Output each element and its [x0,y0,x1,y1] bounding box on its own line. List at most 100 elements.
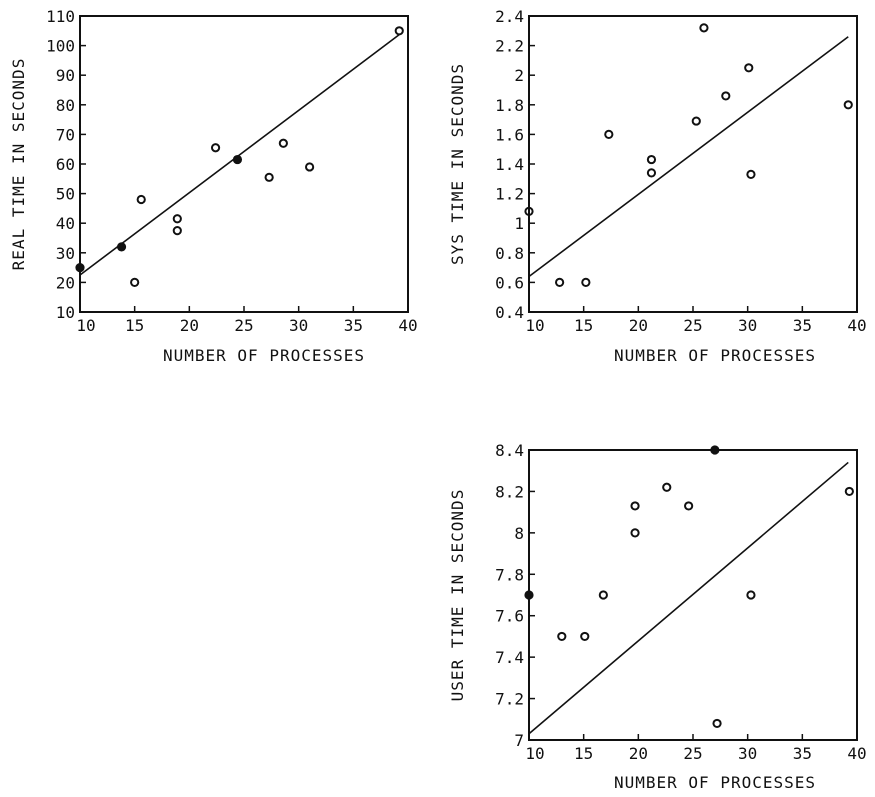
sys-data-point [555,277,565,287]
real-y-tick-label: 30 [56,244,75,263]
sys-x-tick-label: 15 [574,316,593,335]
user-data-point [598,590,608,600]
real-time-plot-frame [79,15,409,313]
real-data-point [210,143,221,153]
real-data-point [172,214,182,224]
real-data-point [75,263,85,273]
sys-time-y-axis-label: SYS TIME IN SECONDS [448,63,467,265]
user-x-tick-label: 25 [683,744,702,763]
real-time-y-axis-label: REAL TIME IN SECONDS [9,58,28,271]
real-data-point [136,194,146,205]
sys-x-tick-label: 40 [847,316,866,335]
real-x-tick-label: 35 [344,316,363,335]
user-data-point [712,718,722,729]
sys-y-tick-label: 2.2 [495,37,524,56]
user-time-y-axis-label: USER TIME IN SECONDS [448,489,467,702]
user-data-point [662,482,672,492]
real-y-tick-label: 90 [56,66,75,85]
user-y-tick-label: 8.2 [495,482,524,501]
sys-x-tick-label: 25 [683,316,702,335]
sys-data-point [646,168,657,178]
sys-y-tick-label: 1.4 [495,155,524,174]
user-y-tick-label: 7.2 [495,690,524,709]
user-y-tick-label: 8.4 [495,441,524,460]
user-data-point [844,486,854,497]
sys-data-point [691,116,701,126]
real-data-point [264,172,274,182]
real-x-tick-label: 10 [76,316,95,335]
real-y-tick-label: 110 [46,7,75,26]
user-time-x-axis-label: NUMBER OF PROCESSES [614,773,816,792]
real-y-tick-label: 80 [56,96,75,115]
real-y-tick-label: 100 [46,37,75,56]
user-x-tick-label: 20 [629,744,648,763]
user-y-tick-label: 7 [514,731,524,750]
real-data-point [172,226,182,236]
user-data-point [524,590,534,600]
sys-y-tick-label: 0.4 [495,303,524,322]
user-x-tick-label: 40 [847,744,866,763]
user-x-tick-label: 15 [574,744,593,763]
sys-data-point [746,169,756,179]
sys-x-tick-label: 20 [629,316,648,335]
user-data-point [557,631,567,642]
user-regression-line [528,461,849,735]
user-y-tick-label: 7.6 [495,607,524,626]
real-x-tick-label: 30 [289,316,308,335]
sys-y-tick-label: 1.2 [495,185,524,204]
real-data-point [394,26,404,36]
sys-x-tick-label: 10 [525,316,544,335]
sys-y-tick-label: 2.4 [495,7,524,26]
sys-y-tick-label: 1 [514,214,524,233]
real-data-point [278,138,288,148]
real-regression-line [79,34,400,276]
real-data-point [232,154,243,165]
real-y-tick-label: 70 [56,125,75,144]
real-x-tick-label: 20 [180,316,199,335]
real-x-tick-label: 40 [398,316,417,335]
real-y-tick-label: 60 [56,155,75,174]
real-y-tick-label: 10 [56,303,75,322]
user-y-tick-label: 7.8 [495,565,524,584]
real-data-point [305,162,315,172]
sys-time-chart: SYS TIME IN SECONDS NUMBER OF PROCESSES … [448,7,867,365]
sys-data-point [604,129,614,139]
real-y-tick-label: 50 [56,185,75,204]
sys-data-point [721,91,731,101]
real-time-x-axis-label: NUMBER OF PROCESSES [163,346,365,365]
sys-x-tick-label: 35 [793,316,812,335]
real-data-point [116,242,127,252]
user-y-tick-label: 8 [514,524,524,543]
sys-data-point [581,277,591,287]
sys-data-point [646,154,657,165]
sys-data-point [524,206,534,216]
user-time-chart: USER TIME IN SECONDS NUMBER OF PROCESSES… [448,441,867,792]
sys-time-x-axis-label: NUMBER OF PROCESSES [614,346,816,365]
user-y-tick-label: 7.4 [495,648,524,667]
real-y-tick-label: 40 [56,214,75,233]
sys-y-tick-label: 1.6 [495,125,524,144]
user-data-point [710,445,720,455]
real-y-tick-label: 20 [56,273,75,292]
real-data-point [130,277,140,287]
user-data-point [746,590,756,600]
sys-y-tick-label: 0.6 [495,273,524,292]
user-data-point [580,631,590,642]
sys-y-tick-label: 2 [514,66,524,85]
user-data-point [684,501,694,511]
user-x-tick-label: 35 [793,744,812,763]
sys-y-tick-label: 1.8 [495,96,524,115]
sys-data-point [744,63,754,73]
sys-x-tick-label: 30 [738,316,757,335]
user-data-point [630,528,640,538]
real-time-chart: REAL TIME IN SECONDS NUMBER OF PROCESSES… [9,7,418,365]
user-x-tick-label: 30 [738,744,757,763]
sys-regression-line [528,36,849,278]
sys-data-point [843,100,853,110]
sys-y-tick-label: 0.8 [495,244,524,263]
user-x-tick-label: 10 [525,744,544,763]
real-x-tick-label: 25 [234,316,253,335]
sys-time-plot-frame [528,15,858,313]
real-x-tick-label: 15 [125,316,144,335]
